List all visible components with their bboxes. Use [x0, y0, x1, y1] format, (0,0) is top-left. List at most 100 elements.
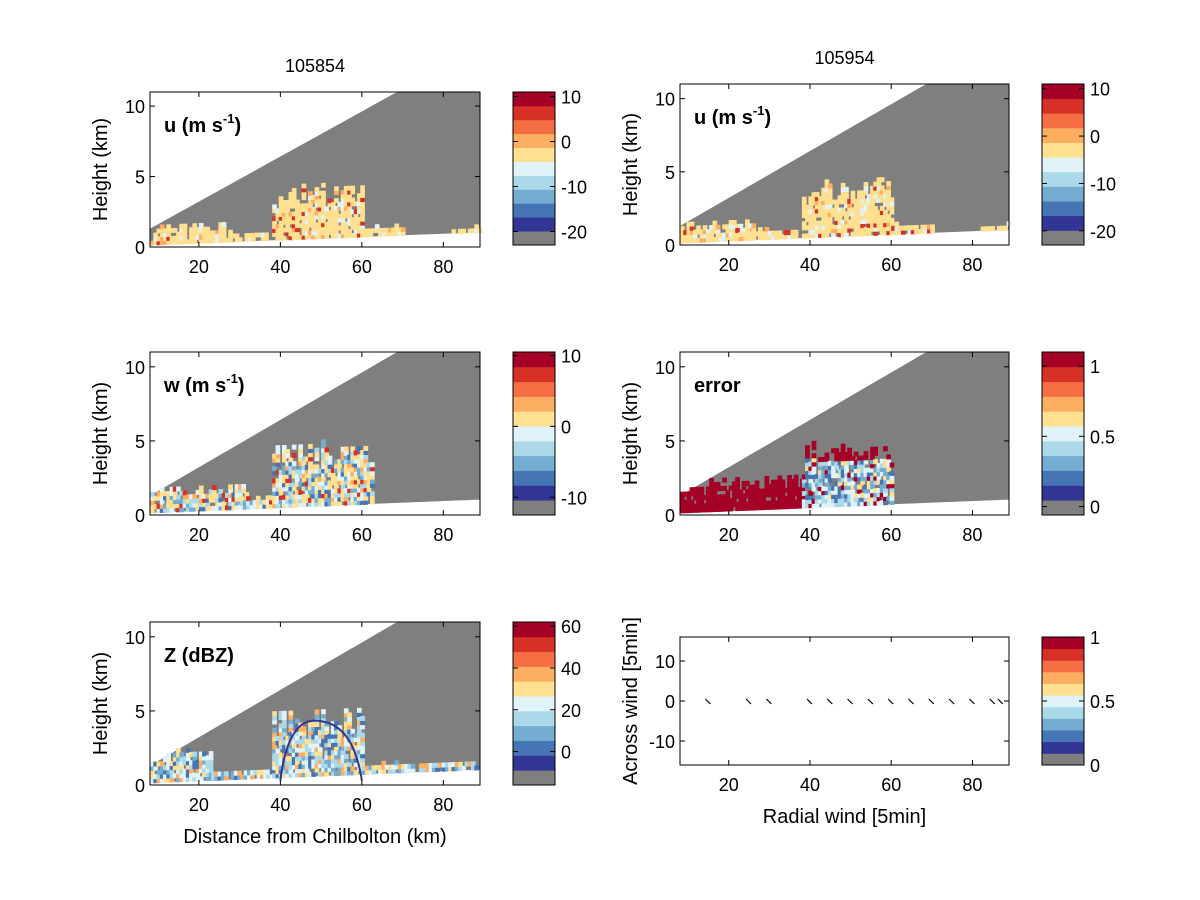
echo-cell: [278, 204, 284, 209]
colorbar-swatch: [513, 636, 555, 653]
echo-cell: [189, 494, 194, 500]
echo-cell: [680, 226, 685, 232]
echo-cell: [330, 766, 336, 772]
echo-cell: [308, 730, 313, 736]
echo-cell: [340, 754, 346, 760]
echo-cell: [238, 237, 243, 243]
echo-cell: [321, 721, 326, 727]
echo-cell: [272, 224, 277, 229]
echo-cell: [308, 755, 313, 761]
echo-cell: [784, 234, 789, 240]
echo-cell: [189, 227, 194, 233]
echo-cell: [827, 220, 833, 226]
echo-cell: [343, 209, 349, 215]
echo-cell: [295, 751, 300, 757]
echo-cell: [288, 772, 294, 778]
echo-cell: [330, 467, 336, 473]
echo-cell: [699, 486, 705, 492]
echo-cell: [159, 773, 165, 779]
echo-cell: [870, 484, 875, 490]
echo-cell: [337, 733, 343, 739]
echo-cell: [793, 491, 799, 497]
echo-cell: [317, 746, 323, 752]
echo-cell: [824, 481, 830, 487]
echo-cell: [308, 734, 313, 740]
echo-cell: [777, 230, 783, 236]
echo-cell: [366, 466, 372, 472]
echo-cell: [870, 194, 875, 199]
echo-cell: [818, 457, 823, 463]
echo-cell: [360, 499, 365, 505]
echo-cell: [347, 488, 352, 493]
echo-cell: [824, 183, 830, 189]
echo-cell: [876, 463, 882, 469]
echo-cell: [337, 492, 343, 498]
echo-cell: [301, 751, 307, 757]
echo-cell: [225, 505, 230, 511]
echo-cell: [288, 219, 294, 225]
echo-cell: [278, 482, 284, 488]
wind-arrow: [989, 698, 996, 705]
echo-cell: [185, 768, 191, 774]
echo-cell: [709, 482, 714, 488]
echo-cell: [314, 751, 320, 756]
echo-cell: [873, 479, 878, 485]
echo-cell: [873, 488, 878, 494]
echo-cell: [741, 493, 747, 499]
echo-cell: [863, 231, 869, 237]
echo-cell: [818, 465, 823, 471]
y-tick-label: 0: [135, 238, 145, 258]
echo-cell: [166, 769, 171, 775]
x-tick-label: 40: [270, 795, 290, 815]
echo-cell: [172, 760, 178, 766]
echo-cell: [368, 232, 374, 238]
echo-cell: [330, 233, 336, 239]
echo-cell: [291, 465, 297, 471]
echo-cell: [295, 469, 300, 475]
echo-cell: [159, 765, 165, 771]
echo-cell: [163, 507, 168, 513]
echo-cell: [732, 224, 737, 230]
echo-cell: [308, 743, 313, 748]
echo-cell: [357, 720, 362, 726]
echo-cell: [291, 772, 297, 778]
echo-cell: [824, 465, 830, 471]
echo-cell: [350, 500, 356, 506]
echo-cell: [821, 204, 826, 210]
echo-cell: [311, 489, 316, 495]
echo-cell: [195, 776, 201, 782]
echo-cell: [340, 770, 346, 776]
echo-cell: [231, 492, 237, 498]
echo-cell: [391, 768, 396, 774]
echo-cell: [857, 492, 862, 498]
echo-cell: [230, 771, 236, 776]
echo-cell: [301, 764, 307, 769]
echo-cell: [818, 473, 823, 479]
echo-cell: [873, 206, 878, 212]
echo-cell: [295, 481, 300, 487]
colorbar-tick-label: -10: [561, 178, 587, 198]
echo-cell: [189, 506, 194, 512]
echo-cell: [764, 235, 770, 241]
echo-cell: [311, 771, 316, 777]
echo-cell: [793, 474, 799, 480]
echo-cell: [321, 443, 326, 449]
echo-cell: [334, 221, 339, 227]
echo-cell: [853, 211, 859, 216]
echo-cell: [987, 226, 992, 232]
echo-cell: [163, 777, 168, 783]
echo-cell: [278, 727, 284, 733]
echo-cell: [397, 768, 403, 774]
echo-cell: [357, 732, 362, 738]
echo-cell: [801, 200, 807, 206]
echo-cell: [317, 206, 323, 212]
echo-cell: [894, 225, 900, 231]
echo-cell: [275, 495, 281, 500]
echo-cell: [242, 500, 248, 506]
echo-cell: [702, 237, 708, 243]
echo-cell: [205, 763, 211, 769]
echo-cell: [365, 769, 370, 775]
echo-cell: [360, 753, 365, 759]
echo-cell: [317, 214, 323, 220]
echo-cell: [234, 233, 240, 239]
